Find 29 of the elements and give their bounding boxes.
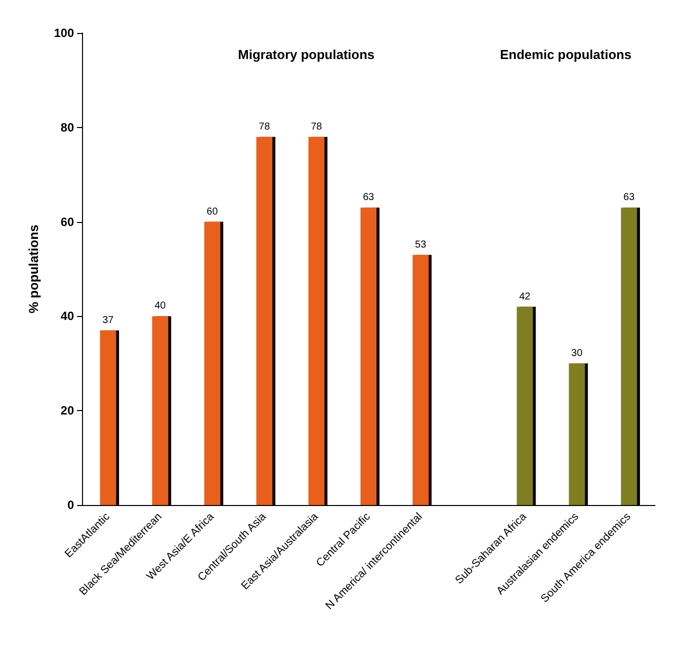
data-label: 60 — [206, 206, 218, 218]
bar — [620, 208, 637, 505]
bar — [256, 136, 272, 505]
bar — [568, 363, 585, 505]
data-label: 30 — [571, 348, 583, 359]
y-tick-label: 40 — [60, 309, 74, 324]
bar — [412, 254, 429, 505]
data-label: 37 — [102, 314, 114, 326]
bar — [100, 330, 116, 505]
y-tick-label: 60 — [60, 214, 74, 229]
bar — [204, 222, 220, 505]
y-tick-label: 80 — [60, 120, 74, 134]
bar — [152, 316, 168, 505]
annotation: Endemic populations — [500, 47, 632, 62]
y-tick-label: 0 — [67, 498, 74, 512]
y-tick-label: 100 — [54, 26, 74, 40]
data-label: 78 — [310, 121, 322, 132]
data-label: 53 — [415, 239, 427, 250]
annotation: Migratory populations — [238, 47, 374, 62]
data-label: 42 — [519, 291, 531, 302]
y-axis-title: % populations — [26, 224, 41, 314]
bar — [308, 136, 324, 505]
bar — [360, 208, 376, 505]
data-label: 63 — [623, 192, 635, 204]
y-tick-label: 20 — [60, 404, 74, 418]
data-label: 78 — [258, 121, 270, 132]
data-label: 40 — [154, 300, 166, 312]
data-label: 63 — [362, 192, 374, 204]
bar — [516, 306, 533, 505]
